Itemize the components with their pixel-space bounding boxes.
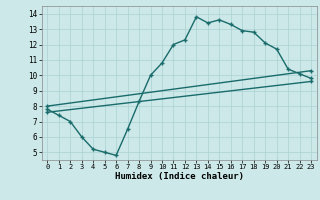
- X-axis label: Humidex (Indice chaleur): Humidex (Indice chaleur): [115, 172, 244, 181]
